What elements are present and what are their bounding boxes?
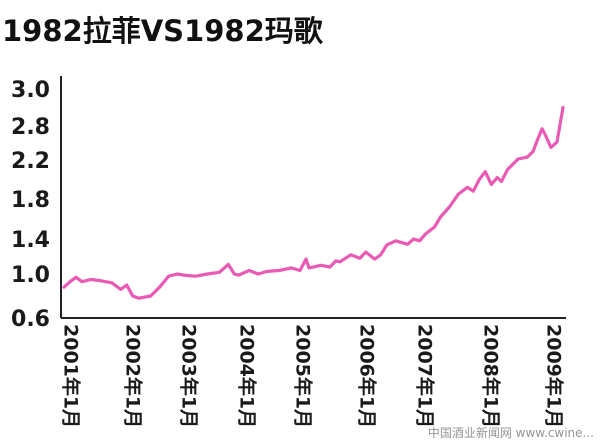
x-tick-label: 2007年1月 [414, 324, 437, 428]
y-tick-label: 1.8 [11, 188, 50, 213]
x-tick-label: 2009年1月 [543, 324, 566, 428]
axes [60, 76, 566, 319]
watermark: 中国酒业新闻网 www.cwine... [427, 426, 594, 440]
y-tick-label: 1.0 [11, 263, 50, 288]
y-tick-label: 2.8 [11, 115, 50, 140]
x-tick-label: 2008年1月 [480, 324, 503, 428]
y-tick-label: 3.0 [11, 78, 50, 103]
chart-title: 1982拉菲VS1982玛歌 [2, 14, 323, 48]
x-tick-label: 2002年1月 [122, 324, 145, 428]
y-tick-label: 2.2 [11, 149, 50, 174]
plot-area [62, 105, 565, 300]
x-tick-label: 2006年1月 [356, 324, 379, 428]
x-tick-label: 2003年1月 [178, 324, 201, 428]
y-tick-label: 1.4 [11, 228, 50, 253]
x-tick-labels: 2001年1月 2002年1月 2003年1月 2004年1月 2005年1月 2006年… [60, 324, 566, 428]
x-tick-label: 2005年1月 [292, 324, 315, 428]
x-tick-label: 2001年1月 [60, 324, 83, 428]
series-line-0 [62, 105, 565, 300]
y-tick-labels: 3.0 2.8 2.2 1.8 1.4 1.0 0.6 [11, 78, 50, 332]
y-tick-label: 0.6 [11, 307, 50, 332]
x-tick-label: 2004年1月 [236, 324, 259, 428]
